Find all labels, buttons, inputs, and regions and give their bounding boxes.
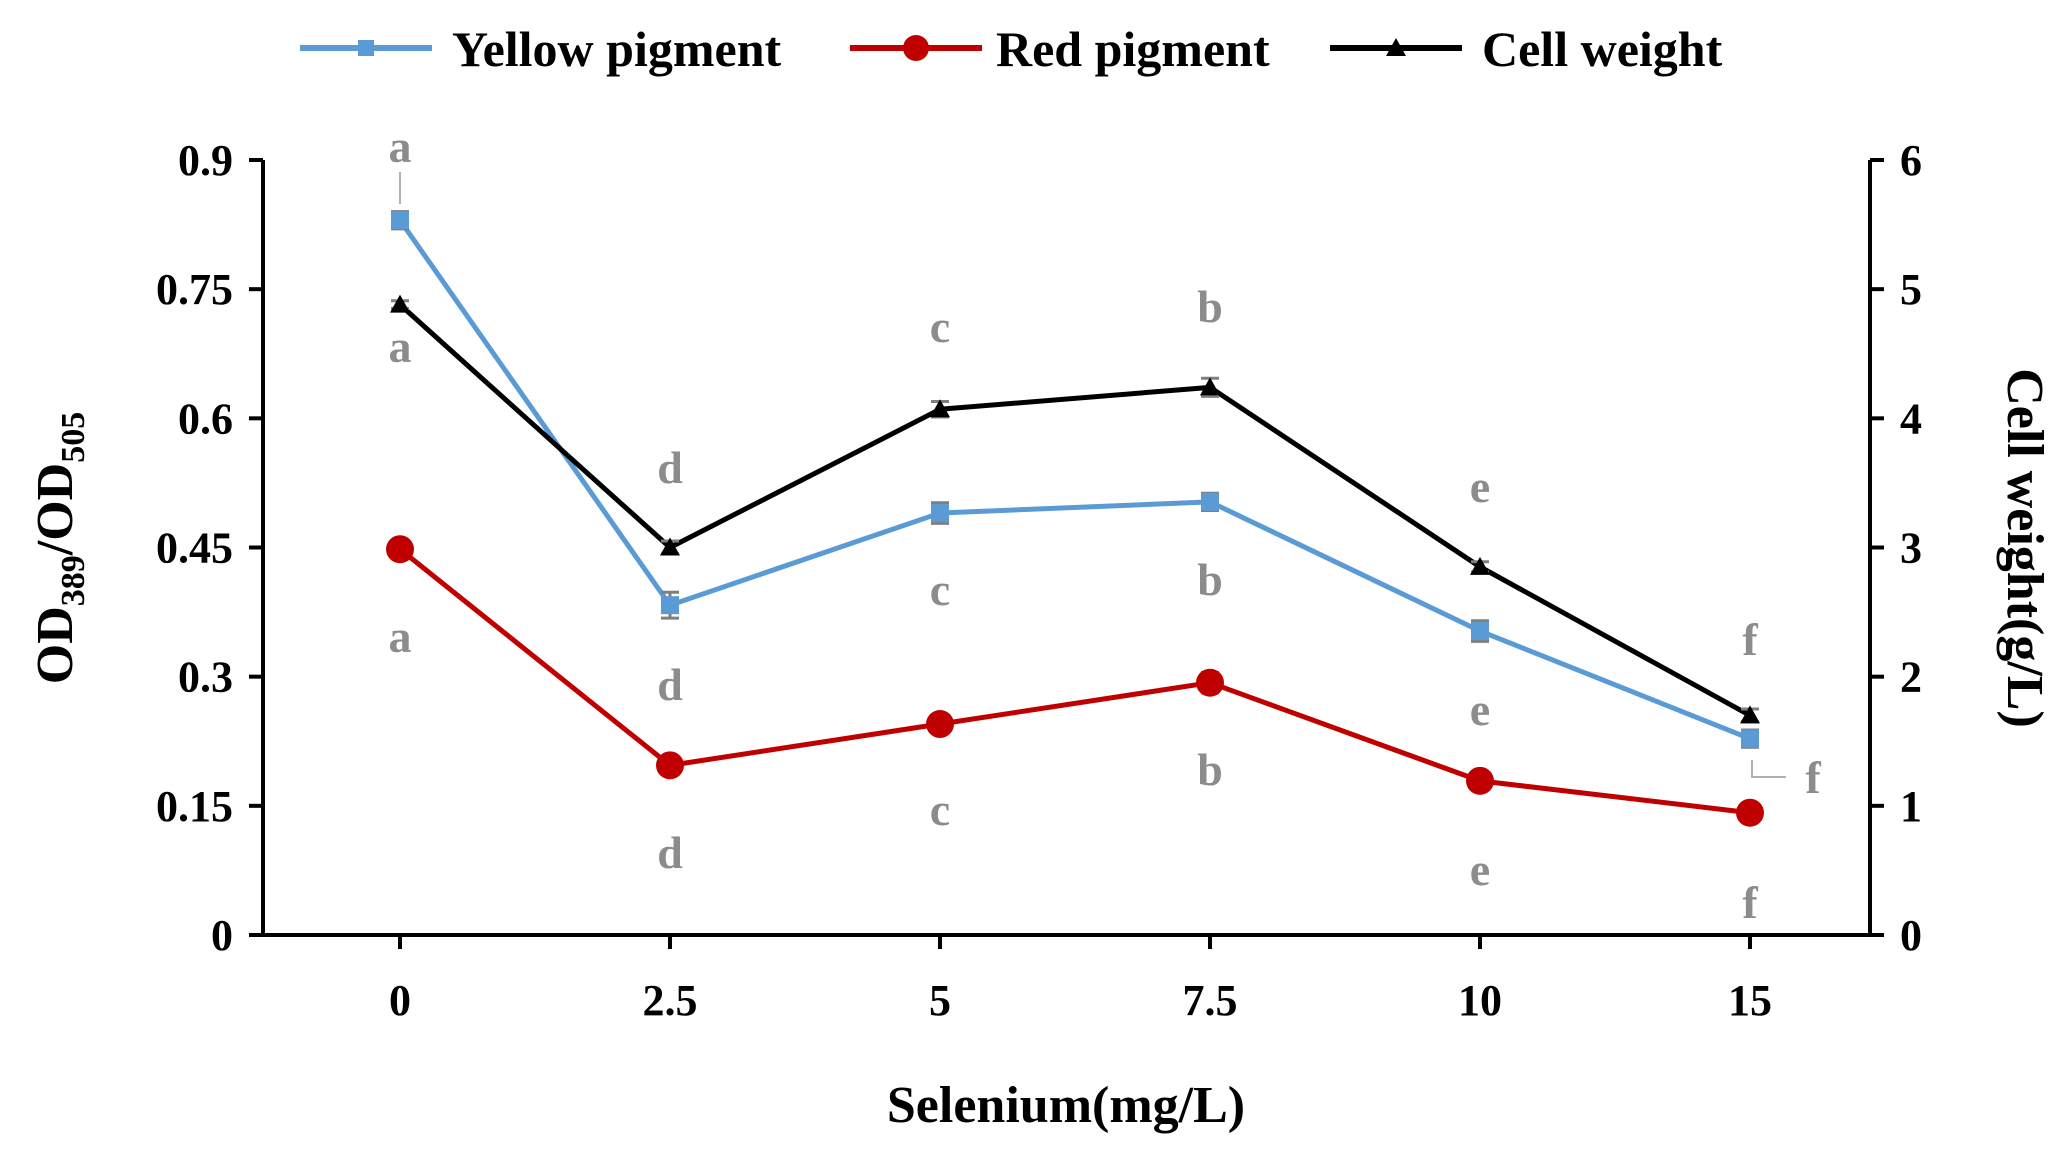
letter-yellow-3: b <box>1197 554 1223 605</box>
point-red-pigment-2 <box>926 710 954 739</box>
right-tick-label-6: 6 <box>1900 136 1922 185</box>
x-tick-label-3: 7.5 <box>1183 976 1238 1025</box>
point-red-pigment-4 <box>1466 766 1494 795</box>
legend-label-red: Red pigment <box>996 21 1270 77</box>
right-tick-label-4: 4 <box>1900 394 1922 443</box>
legend-label-cell: Cell weight <box>1482 21 1723 77</box>
letter-cell-5: f <box>1742 614 1758 665</box>
x-tick-label-1: 2.5 <box>643 976 698 1025</box>
point-cell-weight-0 <box>390 294 410 313</box>
legend-item-yellow-pigment: Yellow pigment <box>300 21 782 77</box>
left-tick-label-4: 0.6 <box>178 394 233 443</box>
x-axis-title: Selenium(mg/L) <box>887 1077 1245 1134</box>
line-yellow-pigment <box>397 218 1751 741</box>
point-cell-weight-5 <box>1740 705 1760 724</box>
left-tick-label-0: 0 <box>211 911 233 960</box>
letter-yellow-5: f <box>1805 752 1821 803</box>
letter-red-3: b <box>1197 744 1223 795</box>
line-red-pigment <box>398 547 1751 816</box>
left-tick-label-5: 0.75 <box>156 265 233 314</box>
x-tick-label-2: 5 <box>929 976 951 1025</box>
letter-cell-4: e <box>1470 461 1490 512</box>
letter-cell-2: c <box>930 301 950 352</box>
left-tick-label-1: 0.15 <box>156 782 233 831</box>
letter-yellow-0: a <box>389 121 412 172</box>
legend-marker-red <box>903 35 929 61</box>
y2-axis-title: Cell weight(g/L) <box>1996 368 2050 728</box>
legend-item-red-pigment: Red pigment <box>850 21 1270 77</box>
letter-red-2: c <box>930 784 950 835</box>
legend-label-yellow: Yellow pigment <box>452 21 782 77</box>
point-red-pigment-1 <box>656 751 684 780</box>
right-tick-label-3: 3 <box>1900 524 1922 573</box>
right-tick-label-1: 1 <box>1900 782 1922 831</box>
x-tick-label-5: 15 <box>1728 976 1772 1025</box>
series-yellow-pigment <box>391 210 1759 749</box>
y-axis-title-sub1: 389 <box>55 555 92 606</box>
point-yellow-pigment-3 <box>1201 492 1219 511</box>
point-cell-weight-4 <box>1470 556 1490 575</box>
point-cell-weight-1 <box>660 537 680 556</box>
y-axis-title-slash: /OD <box>27 463 84 556</box>
point-red-pigment-5 <box>1736 798 1764 827</box>
x-tick-label-0: 0 <box>389 976 411 1025</box>
x-ticks: 0 2.5 5 7.5 10 15 <box>389 935 1772 1025</box>
series-cell-weight <box>390 294 1760 724</box>
line-cell-weight <box>398 302 1752 718</box>
point-cell-weight-3 <box>1200 377 1220 396</box>
letter-cell-3: b <box>1197 281 1223 332</box>
point-yellow-pigment-4 <box>1471 622 1489 641</box>
legend-marker-cell <box>1386 38 1406 56</box>
point-yellow-pigment-1 <box>661 596 679 615</box>
letter-yellow-1: d <box>657 442 683 493</box>
letter-yellow-2: c <box>930 564 950 615</box>
y-axis-title-sub2: 505 <box>55 412 92 463</box>
significance-letters: a d c b e f a d c b e f a d c b e f <box>389 121 1822 928</box>
letter-red-1: d <box>657 827 683 878</box>
point-cell-weight-2 <box>930 399 950 418</box>
letter-cell-1: d <box>657 659 683 710</box>
left-tick-label-6: 0.9 <box>178 136 233 185</box>
y-axis-title: OD389/OD505 <box>27 412 92 684</box>
leader-line-yellow-5 <box>1751 760 1786 778</box>
right-tick-label-0: 0 <box>1900 911 1922 960</box>
legend: Yellow pigment Red pigment Cell weight <box>300 21 1723 77</box>
point-yellow-pigment-5 <box>1741 729 1759 748</box>
point-yellow-pigment-2 <box>931 504 949 523</box>
left-tick-label-3: 0.45 <box>156 524 233 573</box>
point-yellow-pigment-0 <box>391 211 409 230</box>
legend-item-cell-weight: Cell weight <box>1330 21 1723 77</box>
letter-red-5: f <box>1742 877 1758 928</box>
legend-marker-yellow <box>358 40 374 56</box>
letter-leader-lines <box>399 172 1786 778</box>
left-tick-label-2: 0.3 <box>178 653 233 702</box>
point-red-pigment-3 <box>1196 668 1224 697</box>
axes <box>261 160 1872 937</box>
right-tick-label-2: 2 <box>1900 653 1922 702</box>
right-y-ticks: 0 1 2 3 4 5 6 <box>1870 136 1922 960</box>
y-axis-title-main: OD <box>27 606 84 684</box>
series-red-pigment <box>386 535 1764 827</box>
x-tick-label-4: 10 <box>1458 976 1502 1025</box>
letter-red-0: a <box>389 611 412 662</box>
letter-cell-0: a <box>389 321 412 372</box>
right-tick-label-5: 5 <box>1900 265 1922 314</box>
series-layer <box>386 210 1764 827</box>
point-red-pigment-0 <box>386 535 414 564</box>
letter-red-4: e <box>1470 844 1490 895</box>
letter-yellow-4: e <box>1470 684 1490 735</box>
left-y-ticks: 0 0.15 0.3 0.45 0.6 0.75 0.9 <box>156 136 263 960</box>
